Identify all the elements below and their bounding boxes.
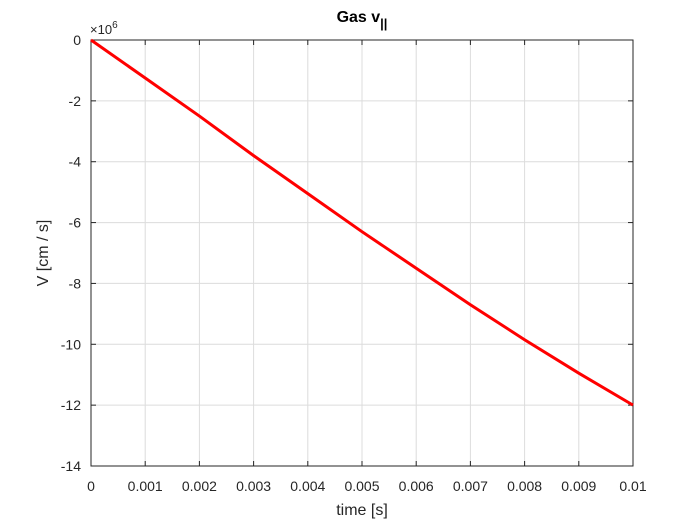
y-tick-label: -6: [69, 215, 82, 231]
x-tick-label: 0: [87, 478, 95, 494]
title-subscript: ||: [380, 16, 387, 31]
x-tick-label: 0.001: [128, 478, 163, 494]
x-tick-label: 0.002: [182, 478, 217, 494]
grid: [90, 39, 634, 467]
chart-title: Gas v||: [337, 9, 388, 31]
x-tick-label: 0.007: [453, 478, 488, 494]
y-tick-labels: 0 -2 -4 -6 -8 -10 -12 -14: [61, 32, 81, 474]
y-multiplier-exponent: 6: [112, 20, 118, 31]
y-tick-label: -8: [69, 275, 82, 291]
series-group: [90, 38, 634, 407]
axis-ticks: [90, 39, 634, 467]
y-tick-label: -10: [61, 336, 81, 352]
x-tick-label: 0.003: [236, 478, 271, 494]
x-tick-label: 0.004: [290, 478, 325, 494]
y-tick-label: -14: [61, 458, 81, 474]
x-axis-label: time [s]: [336, 502, 388, 519]
x-tick-labels: 0 0.001 0.002 0.003 0.004 0.005 0.006 0.007 0.00…: [87, 478, 647, 494]
y-tick-label: -12: [61, 397, 81, 413]
x-tick-label: 0.006: [399, 478, 434, 494]
y-tick-label: 0: [73, 32, 81, 48]
x-tick-label: 0.008: [507, 478, 542, 494]
y-axis-label: V [cm / s]: [35, 220, 52, 287]
series-line: [90, 38, 634, 407]
y-multiplier: ×106: [90, 20, 118, 37]
x-tick-label: 0.01: [619, 478, 646, 494]
x-tick-label: 0.005: [344, 478, 379, 494]
y-tick-label: -2: [69, 93, 82, 109]
y-tick-label: -4: [69, 154, 82, 170]
x-tick-label: 0.009: [561, 478, 596, 494]
